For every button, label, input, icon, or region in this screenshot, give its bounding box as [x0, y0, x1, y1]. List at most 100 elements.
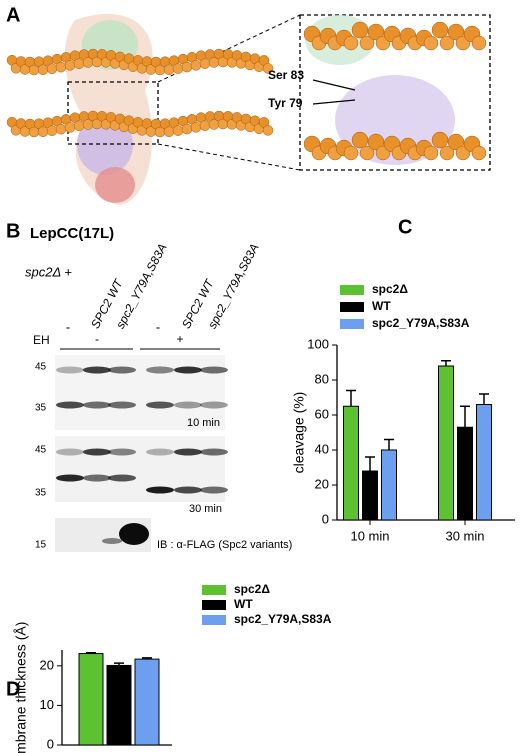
band: [83, 366, 111, 374]
lipid-head: [46, 125, 58, 136]
blot-caption: IB : α-FLAG (Spc2 variants): [157, 539, 292, 551]
protein-surface: [95, 167, 135, 203]
band: [200, 448, 228, 456]
error-bar: [346, 389, 356, 407]
legend-swatch: [202, 600, 226, 610]
bar: [106, 664, 132, 746]
legend-swatch: [340, 285, 364, 295]
lipid-head: [64, 122, 76, 133]
lipid-head: [439, 145, 455, 161]
lane-label: -: [66, 319, 70, 334]
molecule-image: [6, 13, 301, 205]
lipid-head: [55, 61, 67, 73]
strain-label: spc2Δ +: [25, 264, 72, 279]
lipid-head: [423, 145, 439, 161]
legend-label: spc2Δ: [372, 282, 408, 296]
bar: [343, 405, 359, 521]
lipid-head: [471, 35, 487, 51]
y-tick-label: 20: [40, 657, 54, 672]
lipid-head: [471, 145, 487, 161]
error-bar: [142, 657, 152, 660]
lipid-head: [190, 60, 202, 71]
lipid-head: [262, 125, 274, 136]
lipid-head: [163, 126, 175, 137]
band: [146, 401, 174, 409]
band: [200, 366, 228, 374]
band: [56, 366, 84, 374]
bar: [476, 404, 492, 521]
panel-label: C: [398, 216, 412, 238]
marker: 45: [35, 362, 47, 373]
y-tick-label: 60: [315, 406, 329, 421]
band: [56, 474, 84, 482]
band: [174, 486, 202, 494]
band: [108, 448, 136, 456]
band: [108, 401, 136, 409]
marker: 35: [35, 488, 47, 499]
time-label: 30 min: [189, 503, 222, 515]
zoom-box: [67, 81, 159, 145]
legend-swatch: [340, 302, 364, 312]
lipid-head: [439, 35, 455, 51]
band: [56, 448, 84, 456]
x-tick-label: 30 min: [445, 528, 484, 543]
marker: 35: [35, 403, 47, 414]
error-bar: [86, 652, 96, 654]
error-bar: [365, 456, 375, 471]
lipid-head: [359, 35, 375, 51]
band: [56, 401, 84, 409]
zoom-line: [157, 143, 301, 171]
zoom-image: [299, 14, 491, 171]
y-axis-label: Membrane thickness (Å): [13, 622, 29, 753]
y-tick-label: 100: [307, 336, 329, 351]
y-tick-label: 80: [315, 371, 329, 386]
band: [108, 366, 136, 374]
arrow: [312, 79, 356, 91]
annotation: Tyr 79: [268, 96, 303, 110]
legend-swatch: [340, 319, 364, 329]
legend-label: spc2_Y79A,S83A: [372, 316, 470, 330]
band: [102, 538, 122, 544]
lipid-head: [172, 63, 184, 74]
bar: [362, 470, 378, 521]
bar: [457, 426, 473, 521]
bar: [381, 449, 397, 521]
bar: [134, 658, 160, 746]
band: [108, 474, 136, 482]
lipid-head: [431, 131, 449, 149]
lipid-head: [37, 64, 49, 75]
lipid-head: [359, 145, 375, 161]
band: [146, 448, 174, 456]
panel-label: D: [6, 678, 20, 700]
arrow: [312, 99, 356, 105]
band: [83, 401, 111, 409]
error-bar: [460, 405, 470, 428]
lipid-head: [431, 21, 449, 39]
lipid-head: [351, 131, 369, 149]
error-bar: [384, 438, 394, 450]
annotation: Ser 83: [268, 68, 304, 82]
error-bar: [114, 662, 124, 666]
lipid-head: [181, 61, 193, 73]
band: [146, 366, 174, 374]
marker: 45: [35, 445, 47, 456]
y-tick-label: 10: [40, 697, 54, 712]
band: [83, 474, 111, 482]
eh-condition: +: [176, 332, 183, 346]
marker: 15: [35, 540, 47, 551]
legend-label: spc2_Y79A,S83A: [234, 612, 332, 626]
lane-label: -: [156, 319, 160, 334]
band: [200, 486, 228, 494]
construct-title: LepCC(17L): [30, 225, 114, 242]
lipid-head: [262, 63, 274, 74]
band: [174, 448, 202, 456]
eh-label: EH: [33, 333, 50, 347]
lipid-head: [181, 123, 193, 135]
lipid-head: [64, 60, 76, 71]
lipid-head: [55, 123, 67, 135]
y-tick-label: 0: [322, 511, 329, 526]
time-label: 10 min: [187, 417, 220, 429]
band: [83, 448, 111, 456]
